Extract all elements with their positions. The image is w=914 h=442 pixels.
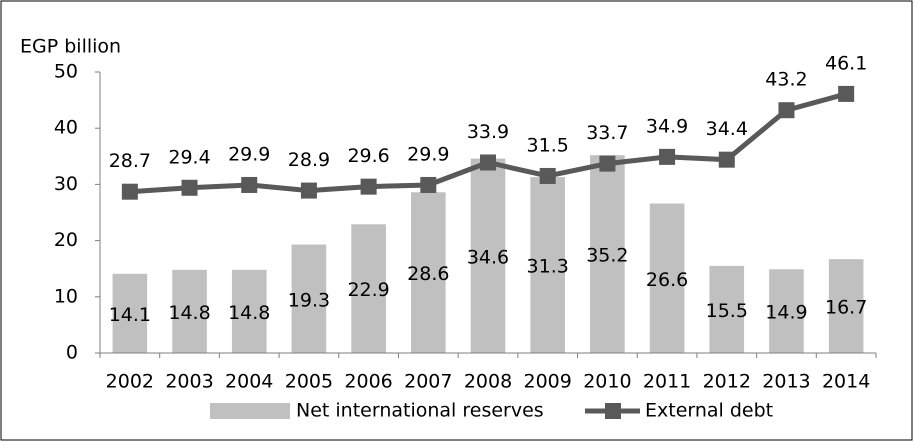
bar-label: 19.3 [288, 289, 330, 311]
x-tick-label: 2010 [583, 371, 631, 393]
bar-label: 14.9 [765, 302, 807, 324]
y-tick-label: 40 [54, 117, 78, 139]
y-tick-label: 30 [54, 173, 78, 195]
x-tick-label: 2014 [822, 371, 870, 393]
x-tick-label: 2013 [762, 371, 810, 393]
bar [172, 269, 207, 353]
bar [351, 224, 386, 353]
bar-label: 26.6 [646, 269, 688, 291]
x-tick-label: 2008 [464, 371, 512, 393]
y-tick-label: 20 [54, 229, 78, 251]
bar [112, 273, 148, 353]
y-axis-label: EGP billion [20, 36, 121, 58]
bar [530, 177, 566, 353]
line-label: 29.9 [407, 143, 449, 165]
line-label: 46.1 [825, 52, 867, 74]
marker [420, 176, 437, 193]
line-label: 33.7 [586, 122, 628, 144]
legend-label: External debt [645, 400, 773, 422]
legend-marker [605, 403, 621, 419]
line-label: 33.9 [467, 121, 509, 143]
marker [718, 151, 735, 168]
marker [539, 167, 556, 184]
bar-label: 28.6 [407, 263, 449, 285]
legend-label: Net international reserves [296, 400, 544, 422]
x-tick-label: 2002 [106, 371, 154, 393]
line-label: 28.7 [109, 150, 151, 172]
y-tick-label: 50 [54, 61, 78, 83]
line-label: 34.4 [706, 118, 748, 140]
line-label: 31.5 [527, 134, 569, 156]
bar-label: 22.9 [347, 279, 389, 301]
x-tick-label: 2007 [404, 371, 452, 393]
marker [121, 183, 138, 200]
bar-label: 34.6 [467, 246, 509, 268]
bar [828, 259, 864, 353]
marker [360, 178, 377, 195]
x-tick-label: 2006 [344, 371, 392, 393]
bar [291, 244, 327, 353]
line-label: 29.4 [168, 146, 210, 168]
bar [470, 158, 506, 353]
bar-label: 35.2 [586, 245, 628, 267]
line-label: 43.2 [765, 69, 807, 91]
x-tick-label: 2011 [643, 371, 691, 393]
bar-label: 31.3 [527, 256, 569, 278]
marker [778, 102, 795, 119]
marker [241, 176, 258, 193]
marker [838, 85, 855, 102]
x-tick-label: 2004 [225, 371, 273, 393]
x-tick-label: 2012 [703, 371, 751, 393]
x-tick-label: 2005 [285, 371, 333, 393]
y-tick-label: 0 [66, 342, 78, 364]
bar-label: 15.5 [706, 300, 748, 322]
marker [300, 182, 317, 199]
bar [590, 155, 625, 353]
bar-label: 14.8 [228, 302, 270, 324]
bar-label: 16.7 [825, 297, 867, 319]
bar [769, 269, 804, 353]
line-label: 34.9 [646, 115, 688, 137]
x-tick-label: 2003 [165, 371, 213, 393]
line-label: 29.9 [228, 143, 270, 165]
legend-swatch [210, 403, 290, 419]
marker [659, 148, 676, 165]
y-tick-label: 10 [54, 285, 78, 307]
marker [480, 154, 496, 171]
bar [709, 265, 745, 353]
bar [649, 203, 685, 353]
x-tick-label: 2009 [524, 371, 572, 393]
line-label: 28.9 [288, 149, 330, 171]
line-label: 29.6 [347, 145, 389, 167]
bar-label: 14.1 [109, 304, 151, 326]
marker [599, 155, 616, 172]
marker [181, 179, 198, 196]
bar-label: 14.8 [168, 302, 210, 324]
bar [231, 269, 267, 353]
bar [410, 192, 446, 353]
